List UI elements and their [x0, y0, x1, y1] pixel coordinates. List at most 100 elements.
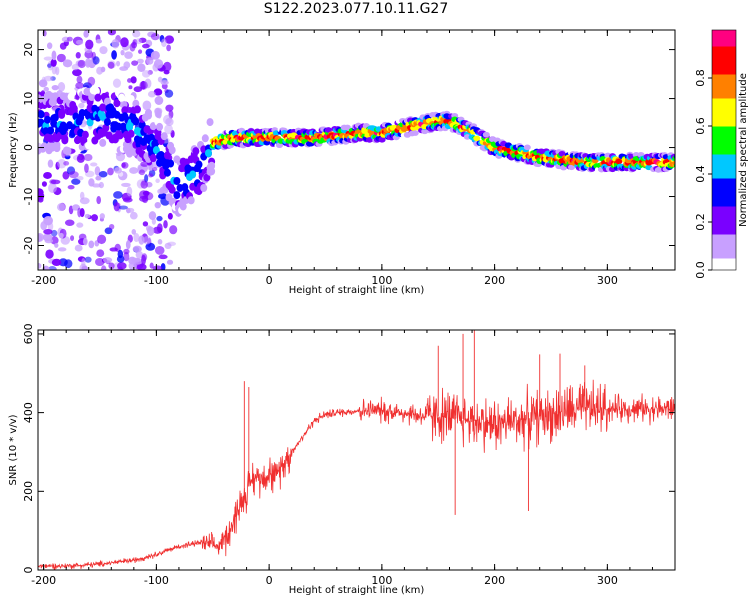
colorbar-swatch [712, 82, 736, 87]
colorbar-swatch [712, 242, 736, 247]
spectrogram-ridge-blob [192, 147, 200, 156]
colorbar: 0.0 0.2 0.4 0.6 0.8 Normalized spectral ampli… [694, 29, 749, 279]
spectrogram-noise-blob [95, 257, 105, 267]
x-tick-label: 100 [371, 274, 392, 287]
y-tick-label: 20 [22, 43, 35, 57]
colorbar-frame [711, 29, 737, 271]
plot-frame [37, 329, 676, 571]
spectrogram-noise-blob [131, 229, 137, 235]
y-tick-label: 600 [22, 323, 35, 344]
spectrogram-noise-blob [76, 175, 84, 181]
spectrogram-noise-blob [148, 173, 154, 178]
x-tick-label: 0 [266, 574, 273, 587]
spectrogram-noise-blob [70, 235, 75, 241]
spectrogram-noise-blob [99, 46, 108, 55]
spectrogram-ridge-blob [173, 176, 181, 185]
spectrogram-noise-blob [47, 266, 57, 270]
spectrogram-noise-blob [136, 263, 147, 270]
spectrogram-noise-blob [43, 86, 49, 92]
spectrogram-noise-blob [165, 117, 174, 127]
colorbar-swatch [712, 98, 736, 103]
spectrogram-noise-blob [156, 223, 163, 234]
colorbar-tick-label: 0.0 [694, 261, 707, 279]
spectrogram-noise-blob [130, 76, 137, 84]
spectrogram-ridge-blob [168, 146, 176, 155]
colorbar-swatch [712, 66, 736, 71]
spectrogram-ridge-blob [378, 137, 386, 143]
colorbar-swatch [712, 34, 736, 39]
colorbar-swatch [712, 206, 736, 211]
spectrogram-ridge-blob [672, 160, 675, 167]
spectrogram-noise-blob [152, 167, 158, 172]
spectrogram-ridge-blob [100, 84, 108, 93]
spectrogram-noise-blob [77, 59, 86, 69]
spectrogram-ridge-blob [615, 158, 623, 165]
spectrogram-noise-blob [137, 63, 146, 73]
spectrogram-noise-blob [123, 251, 130, 262]
y-tick-label: 0 [22, 144, 35, 151]
spectrogram-noise-blob [76, 39, 84, 45]
colorbar-swatch [712, 170, 736, 175]
x-tick-label: 200 [484, 274, 505, 287]
spectrogram-noise-blob [96, 196, 102, 205]
colorbar-swatch [712, 214, 736, 219]
spectrogram-ridge-blob [324, 127, 332, 133]
spectrogram-noise-blob [166, 44, 172, 52]
colorbar-swatch [712, 150, 736, 155]
spectrogram-noise-blob [107, 61, 115, 69]
colorbar-swatch [712, 194, 736, 199]
colorbar-swatch [712, 146, 736, 151]
spectrogram-noise-blob [64, 219, 75, 226]
spectrogram-plot [38, 30, 675, 270]
spectrogram-ridge-blob [99, 138, 107, 147]
x-axis-label: Height of straight line (km) [289, 585, 425, 596]
colorbar-swatch [712, 78, 736, 83]
spectrogram-noise-blob [120, 49, 125, 56]
spectrogram-noise-blob [62, 59, 73, 68]
spectrogram-ridge-blob [138, 120, 146, 129]
spectrogram-noise-blob [151, 217, 156, 225]
spectrogram-ridge-blob [64, 147, 72, 156]
spectrogram-noise-blob [56, 203, 66, 212]
x-tick-label: -100 [144, 274, 169, 287]
spectrogram-ridge-blob [167, 159, 175, 168]
spectrogram-noise-blob [146, 57, 154, 65]
spectrogram-noise-blob [56, 53, 66, 63]
spectrogram-noise-blob [102, 257, 113, 263]
spectrogram-noise-blob [138, 235, 145, 245]
spectrogram-ridge-blob [94, 93, 102, 102]
colorbar-swatch [712, 218, 736, 223]
y-tick-label: -20 [22, 237, 35, 255]
spectrogram-noise-blob [164, 35, 175, 44]
spectrogram-noise-blob [79, 191, 85, 200]
plot-frame [37, 29, 676, 271]
spectrogram-noise-blob [51, 84, 59, 91]
spectrogram-ridge-blob [184, 146, 192, 155]
spectrogram-noise-blob [139, 190, 149, 200]
spectrogram-noise-blob [116, 60, 121, 67]
colorbar-swatch [712, 202, 736, 207]
spectrogram-noise-blob [88, 178, 95, 187]
spectrogram-noise-blob [43, 172, 52, 179]
spectrogram-noise-blob [155, 178, 160, 184]
spectrogram-ridge-blob [152, 146, 160, 155]
spectrogram-noise-blob [141, 70, 151, 78]
colorbar-swatch [712, 254, 736, 259]
spectrogram-noise-blob [75, 52, 81, 59]
spectrogram-noise-blob [141, 254, 147, 265]
spectrogram-ridge-blob [61, 136, 69, 145]
spectrogram-noise-blob [115, 152, 126, 162]
spectrogram-noise-blob [50, 236, 59, 245]
spectrogram-ridge-blob [672, 155, 675, 162]
snr-plot [38, 330, 675, 570]
spectrogram-noise-blob [74, 244, 83, 252]
spectrogram-noise-blob [139, 80, 148, 90]
spectrogram-ridge-blob [58, 110, 66, 119]
colorbar-swatch [712, 198, 736, 203]
spectrogram-noise-blob [41, 181, 47, 187]
colorbar-swatch [712, 102, 736, 107]
spectrogram-noise-blob [88, 240, 95, 249]
spectrogram-ridge-blob [47, 126, 55, 135]
spectrogram-noise-blob [81, 258, 86, 268]
spectrogram-noise-blob [126, 186, 133, 197]
